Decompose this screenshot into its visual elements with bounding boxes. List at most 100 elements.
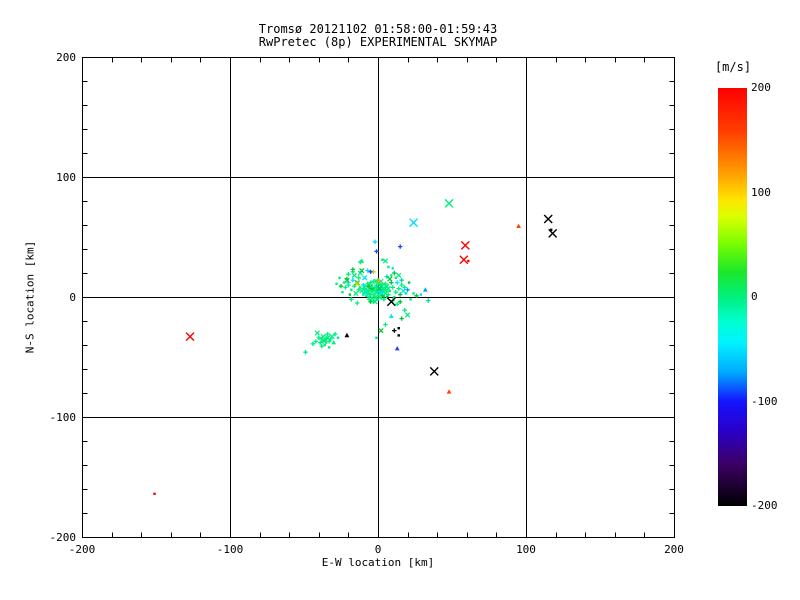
data-point <box>303 350 308 355</box>
data-point <box>359 286 362 289</box>
data-point <box>370 283 374 287</box>
data-point <box>398 299 403 304</box>
data-point <box>362 275 368 281</box>
x-tick-label: 100 <box>516 543 536 556</box>
data-point <box>327 346 331 349</box>
data-point <box>350 288 353 291</box>
data-point <box>361 282 366 288</box>
data-point <box>398 292 403 297</box>
data-point <box>368 299 373 304</box>
data-point <box>404 292 408 295</box>
data-point <box>467 259 470 263</box>
data-point <box>355 300 360 306</box>
data-point <box>364 294 368 297</box>
data-point <box>372 294 375 297</box>
data-point <box>379 297 383 300</box>
y-tick-label: 200 <box>56 51 76 64</box>
data-point <box>376 278 381 283</box>
data-point <box>386 292 391 297</box>
data-point <box>316 335 321 340</box>
data-point <box>384 274 390 279</box>
data-point <box>394 346 400 351</box>
data-point <box>371 279 376 284</box>
data-point <box>321 339 326 344</box>
data-point <box>338 276 341 279</box>
data-point <box>357 270 363 276</box>
data-point <box>386 297 396 307</box>
data-point <box>324 336 329 342</box>
data-point <box>346 272 351 277</box>
data-point <box>332 332 338 337</box>
data-point <box>353 290 359 297</box>
data-point <box>397 327 400 330</box>
colorbar-tick-label: 0 <box>751 290 758 303</box>
data-point <box>344 277 350 283</box>
data-point <box>381 287 384 290</box>
data-point <box>362 293 365 296</box>
data-point <box>402 308 407 313</box>
data-point <box>348 293 352 296</box>
data-point <box>313 339 319 344</box>
data-point <box>414 293 419 298</box>
data-point <box>405 287 410 292</box>
y-tick-label: 100 <box>56 171 76 184</box>
y-tick-label: 0 <box>69 291 76 304</box>
data-point <box>372 299 378 305</box>
data-point <box>412 292 415 295</box>
data-point <box>378 278 384 285</box>
data-point <box>444 198 454 208</box>
data-point <box>310 341 316 346</box>
colorbar-unit-label: [m/s] <box>714 60 752 74</box>
plot-title: Tromsø 20121102 01:58:00-01:59:43 <box>258 22 498 36</box>
data-point <box>419 293 423 296</box>
data-point <box>354 279 360 286</box>
data-point <box>356 287 361 292</box>
colorbar-tick-label: 200 <box>751 81 771 94</box>
data-point <box>326 339 332 344</box>
data-point <box>385 285 392 292</box>
data-point <box>382 258 389 264</box>
y-axis-label: N-S location [km] <box>23 240 37 354</box>
data-point <box>375 336 378 339</box>
data-point <box>369 286 375 291</box>
colorbar-tick-label: -200 <box>751 499 778 512</box>
data-point <box>341 291 344 294</box>
data-point <box>395 302 400 307</box>
data-point <box>388 313 394 318</box>
data-point <box>378 327 384 334</box>
data-point <box>395 280 400 285</box>
data-point <box>396 286 401 291</box>
data-point <box>390 274 393 277</box>
data-point <box>459 255 469 265</box>
data-point <box>393 295 396 299</box>
data-point <box>356 275 361 280</box>
data-point <box>396 272 402 279</box>
data-point <box>392 270 397 276</box>
data-point <box>543 214 553 224</box>
data-point <box>422 287 428 292</box>
data-point <box>335 282 338 285</box>
data-point <box>358 260 363 265</box>
colorbar-tick-label: -100 <box>751 394 778 408</box>
data-point <box>394 276 397 279</box>
data-point <box>350 278 356 283</box>
data-point <box>390 285 395 290</box>
data-point <box>365 281 370 286</box>
data-point <box>460 240 470 250</box>
data-point <box>409 298 412 301</box>
data-point <box>402 285 407 290</box>
data-point <box>325 332 330 337</box>
data-point <box>366 297 372 302</box>
data-point <box>392 328 397 333</box>
data-point <box>399 282 404 288</box>
data-point <box>407 281 411 284</box>
data-point <box>381 297 387 302</box>
data-point <box>429 366 439 376</box>
data-point <box>516 223 521 228</box>
data-point <box>446 389 452 394</box>
data-point <box>329 333 335 340</box>
plot-subtitle: RwPretec (8p) EXPERIMENTAL SKYMAP <box>258 35 498 49</box>
data-point <box>381 294 384 297</box>
data-point <box>374 249 379 254</box>
